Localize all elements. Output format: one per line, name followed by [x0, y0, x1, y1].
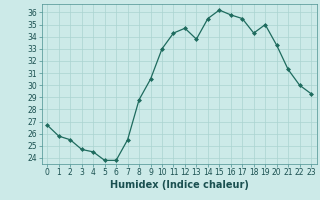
X-axis label: Humidex (Indice chaleur): Humidex (Indice chaleur) — [110, 180, 249, 190]
